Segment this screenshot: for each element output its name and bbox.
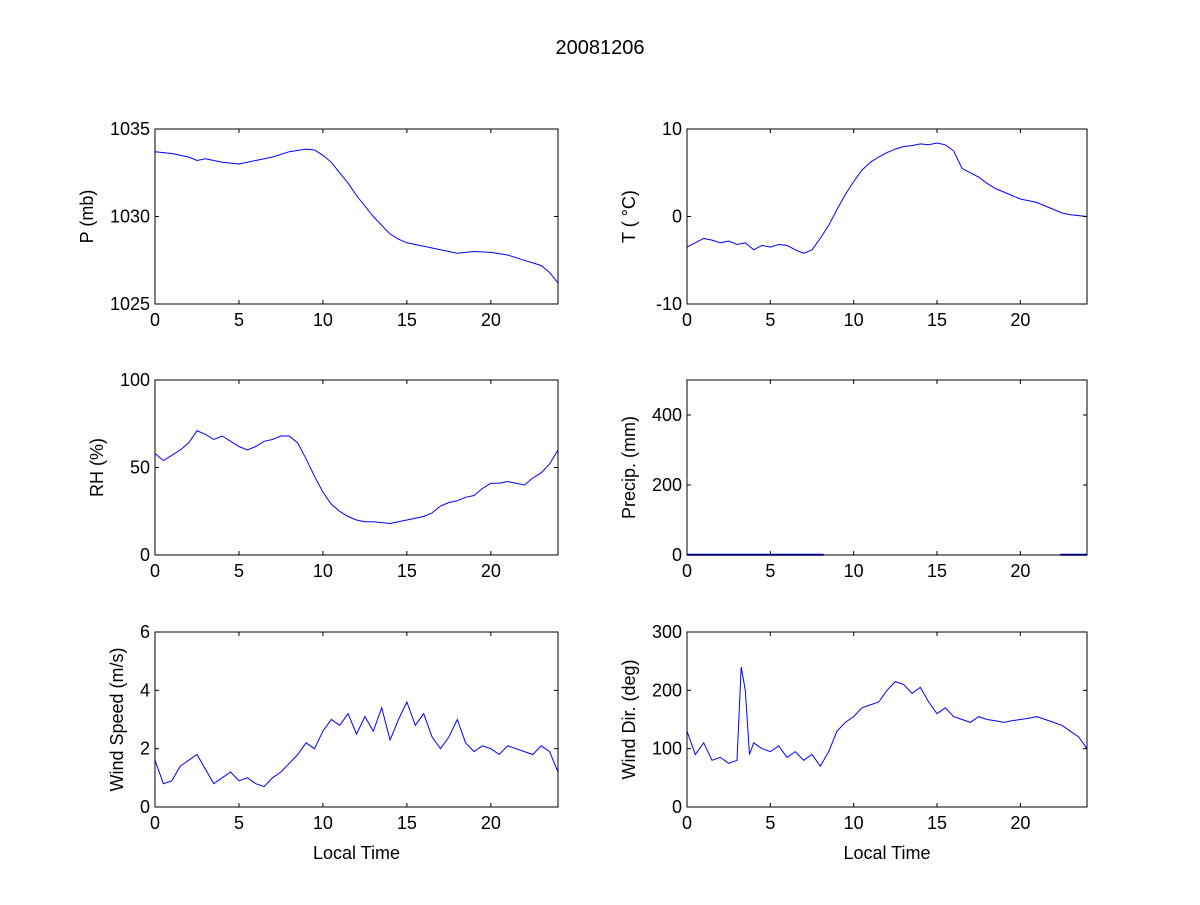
y-axis-label-temperature: T ( °C) [619,190,639,243]
x-axis-label-wind-speed: Local Time [313,843,400,863]
x-tick-label-pressure: 10 [313,310,333,330]
x-tick-label-humidity: 15 [397,561,417,581]
y-tick-label-precip: 0 [672,545,682,565]
y-tick-label-wind-dir: 200 [652,680,682,700]
x-tick-label-wind-dir: 15 [927,813,947,833]
x-tick-label-temperature: 20 [1010,310,1030,330]
series-line-humidity-0 [154,430,559,525]
y-axis-label-wind-speed: Wind Speed (m/s) [107,647,127,791]
y-tick-label-wind-speed: 2 [140,739,150,759]
x-tick-label-humidity: 5 [234,561,244,581]
series-line-wind-dir-0 [686,666,1088,768]
panel-humidity: 0 5 10 15 20 0 50 100 RH (%) [87,370,559,581]
y-tick-label-humidity: 50 [130,458,150,478]
y-tick-label-wind-dir: 100 [652,739,682,759]
panel-pressure: 0 5 10 15 20 1025 1030 1035 P (mb) [77,119,559,330]
x-tick-label-wind-speed: 0 [150,813,160,833]
y-tick-label-pressure: 1025 [110,294,150,314]
y-tick-label-wind-dir: 300 [652,622,682,642]
axes-box-temperature [686,128,1088,305]
y-tick-label-precip: 400 [652,405,682,425]
axes-box-wind-dir [686,631,1088,808]
x-tick-label-wind-speed: 5 [234,813,244,833]
axes-box-wind-speed [154,631,559,808]
x-tick-label-precip: 20 [1010,561,1030,581]
x-tick-label-temperature: 15 [927,310,947,330]
x-tick-label-wind-dir: 0 [682,813,692,833]
axes-box-precip [686,379,1088,556]
x-tick-label-wind-speed: 20 [481,813,501,833]
x-tick-label-precip: 0 [682,561,692,581]
x-tick-label-precip: 5 [765,561,775,581]
y-tick-label-humidity: 100 [120,370,150,390]
axes-box-pressure [154,128,559,305]
x-tick-label-pressure: 20 [481,310,501,330]
y-tick-label-wind-speed: 6 [140,622,150,642]
x-tick-label-pressure: 5 [234,310,244,330]
x-tick-label-humidity: 20 [481,561,501,581]
x-tick-label-wind-speed: 15 [397,813,417,833]
figure-title: 20081206 [556,37,645,59]
x-tick-label-pressure: 0 [150,310,160,330]
x-axis-label-wind-dir: Local Time [843,843,930,863]
axes-box-humidity [154,379,559,556]
x-tick-label-wind-speed: 10 [313,813,333,833]
y-tick-label-temperature: 10 [662,119,682,139]
panel-wind-speed: 0 5 10 15 20 0 2 4 6 Wind Speed (m/s) Local Time [107,622,559,863]
y-tick-label-temperature: -10 [656,294,682,314]
x-tick-label-humidity: 10 [313,561,333,581]
y-tick-label-pressure: 1035 [110,119,150,139]
x-tick-label-pressure: 15 [397,310,417,330]
x-tick-label-temperature: 0 [682,310,692,330]
y-tick-label-wind-speed: 4 [140,680,150,700]
x-tick-label-wind-dir: 5 [765,813,775,833]
x-tick-label-temperature: 10 [844,310,864,330]
y-tick-label-temperature: 0 [672,207,682,227]
x-tick-label-temperature: 5 [765,310,775,330]
y-axis-label-humidity: RH (%) [87,438,107,497]
x-tick-label-precip: 10 [844,561,864,581]
y-tick-label-humidity: 0 [140,545,150,565]
y-tick-label-precip: 200 [652,475,682,495]
x-tick-label-humidity: 0 [150,561,160,581]
y-tick-label-wind-speed: 0 [140,797,150,817]
y-tick-label-wind-dir: 0 [672,797,682,817]
y-axis-label-wind-dir: Wind Dir. (deg) [619,659,639,779]
series-line-pressure-0 [154,148,559,284]
x-tick-label-precip: 15 [927,561,947,581]
x-tick-label-wind-dir: 10 [844,813,864,833]
y-axis-label-precip: Precip. (mm) [619,416,639,519]
y-tick-label-pressure: 1030 [110,207,150,227]
y-axis-label-pressure: P (mb) [77,190,97,244]
x-tick-label-wind-dir: 20 [1010,813,1030,833]
series-line-temperature-0 [686,142,1088,254]
series-line-wind-speed-0 [154,700,559,788]
